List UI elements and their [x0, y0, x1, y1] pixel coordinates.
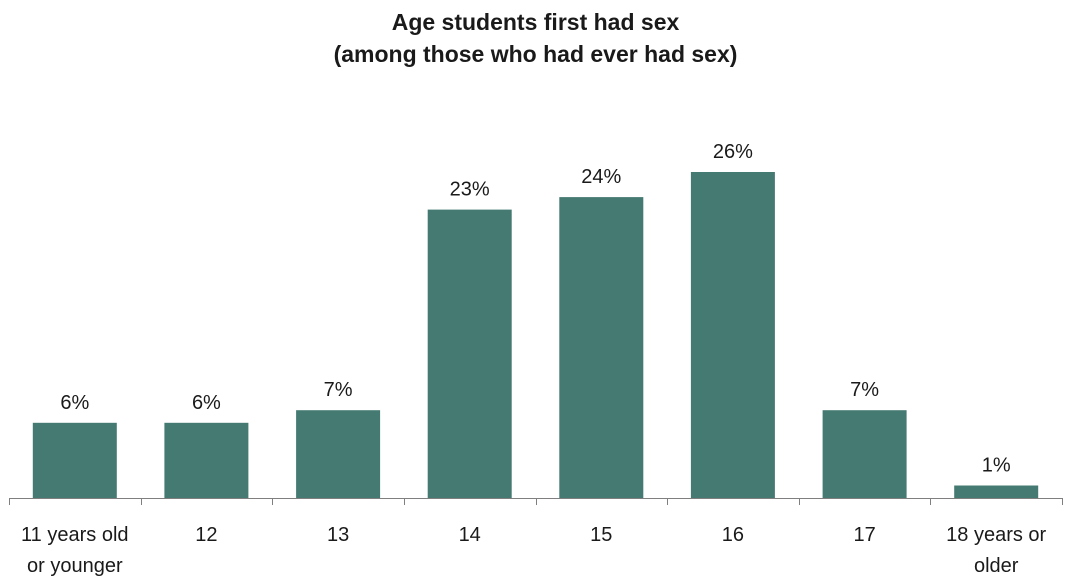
data-label-6: 7% — [850, 379, 879, 401]
data-label-2: 7% — [324, 379, 353, 401]
data-label-5: 26% — [713, 141, 753, 163]
tick-label-0: 11 years old or younger — [21, 524, 128, 577]
tick-label-2: 13 — [327, 524, 349, 546]
chart-title: Age students first had sex — [391, 9, 680, 35]
data-label-7: 1% — [982, 455, 1011, 477]
tick-label-6: 17 — [853, 524, 875, 546]
chart-subtitle: (among those who had ever had sex) — [333, 41, 738, 67]
bar-4 — [559, 197, 644, 498]
bar-7 — [954, 485, 1039, 498]
tick-label-5: 16 — [722, 524, 744, 546]
bar-5 — [690, 172, 775, 498]
bar-2 — [296, 410, 381, 498]
bar-3 — [427, 209, 512, 498]
tick-label-3: 14 — [459, 524, 481, 546]
x-axis — [9, 498, 1063, 505]
bars-layer — [32, 172, 1039, 498]
data-label-4: 24% — [581, 166, 621, 188]
bar-0 — [32, 422, 117, 498]
tick-label-1: 12 — [195, 524, 217, 546]
tick-label-7: 18 years or older — [946, 524, 1046, 577]
tick-label-4: 15 — [590, 524, 612, 546]
bar-6 — [822, 410, 907, 498]
labels-layer: 6% 11 years old or younger 6% 12 7% 13 23% 14 24%… — [21, 141, 1046, 577]
chart-title-block: Age students first had sex (among those … — [0, 6, 1071, 70]
bar-1 — [164, 422, 249, 498]
data-label-3: 23% — [450, 179, 490, 201]
data-label-0: 6% — [60, 392, 89, 414]
data-label-1: 6% — [192, 392, 221, 414]
